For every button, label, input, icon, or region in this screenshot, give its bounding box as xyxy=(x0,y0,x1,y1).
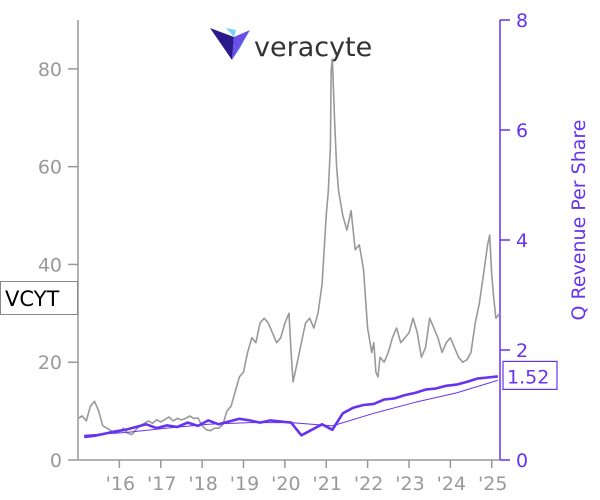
logo-v-icon-tip xyxy=(226,28,236,37)
ticker-label: VCYT xyxy=(5,287,59,311)
x-tick-label: '25 xyxy=(478,473,507,495)
left-tick-label: 80 xyxy=(38,59,62,81)
revenue-line xyxy=(84,375,499,439)
left-tick-label: 0 xyxy=(50,450,62,472)
ticker-badge xyxy=(0,281,78,315)
last-value-label: 1.52 xyxy=(507,366,549,388)
logo-v-icon-left xyxy=(210,28,234,60)
x-tick-label: '22 xyxy=(354,473,383,495)
right-tick-label: 0 xyxy=(516,450,528,472)
right-tick-label: 8 xyxy=(516,10,528,32)
left-tick-label: 40 xyxy=(38,254,62,276)
revenue-trend-line xyxy=(84,379,499,436)
x-tick-label: '16 xyxy=(106,473,135,495)
x-tick-label: '17 xyxy=(147,473,176,495)
x-tick-label: '19 xyxy=(230,473,259,495)
x-tick-label: '20 xyxy=(271,473,300,495)
right-tick-label: 2 xyxy=(516,340,528,362)
left-tick-label: 20 xyxy=(38,352,62,374)
last-value-badge xyxy=(502,360,558,390)
x-tick-label: '18 xyxy=(188,473,217,495)
right-tick-label: 4 xyxy=(516,230,528,252)
x-tick-label: '21 xyxy=(313,473,342,495)
x-tick-label: '24 xyxy=(437,473,466,495)
x-tick-label: '23 xyxy=(395,473,424,495)
logo-v-icon-right xyxy=(232,30,250,60)
price-line xyxy=(77,58,501,436)
veracyte-logo: veracyte xyxy=(210,28,372,63)
right-tick-label: 6 xyxy=(516,120,528,142)
left-tick-label: 60 xyxy=(38,157,62,179)
logo-wordmark: veracyte xyxy=(254,32,372,63)
right-axis-title: Q Revenue Per Share xyxy=(568,120,590,321)
